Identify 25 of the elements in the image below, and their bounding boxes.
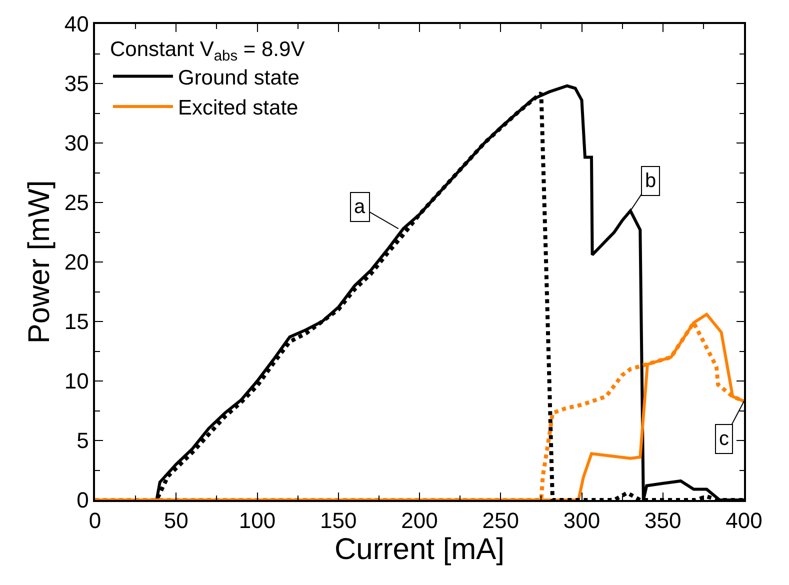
legend-label: Excited state <box>178 96 298 120</box>
x-tick-label: 300 <box>563 508 600 534</box>
x-tick-label: 150 <box>320 508 357 534</box>
y-tick-label: 20 <box>64 250 89 275</box>
x-tick-label: 50 <box>164 508 188 534</box>
y-tick-label: 15 <box>64 309 89 334</box>
y-tick-label: 0 <box>76 488 89 513</box>
y-tick-label: 40 <box>64 12 89 37</box>
x-tick-label: 400 <box>726 508 762 534</box>
y-tick-label: 30 <box>64 130 89 156</box>
annotation: a <box>354 196 366 218</box>
x-axis-title: Current [mA] <box>334 533 505 566</box>
y-tick-label: 35 <box>64 71 89 96</box>
annotation: c <box>719 428 729 450</box>
y-tick-label: 25 <box>64 190 89 216</box>
y-axis-title: Power [mW] <box>22 180 56 344</box>
y-tick-label: 5 <box>76 428 89 454</box>
annotation: b <box>645 170 656 192</box>
y-tick-label: 10 <box>64 368 89 394</box>
legend-title: Constant V$_{abs}$ = 8.9V <box>110 38 305 64</box>
x-tick-label: 350 <box>644 508 682 534</box>
x-tick-label: 100 <box>238 508 276 534</box>
x-tick-label: 250 <box>482 508 519 534</box>
x-tick-label: 200 <box>401 508 438 534</box>
legend-label: Ground state <box>178 66 300 90</box>
